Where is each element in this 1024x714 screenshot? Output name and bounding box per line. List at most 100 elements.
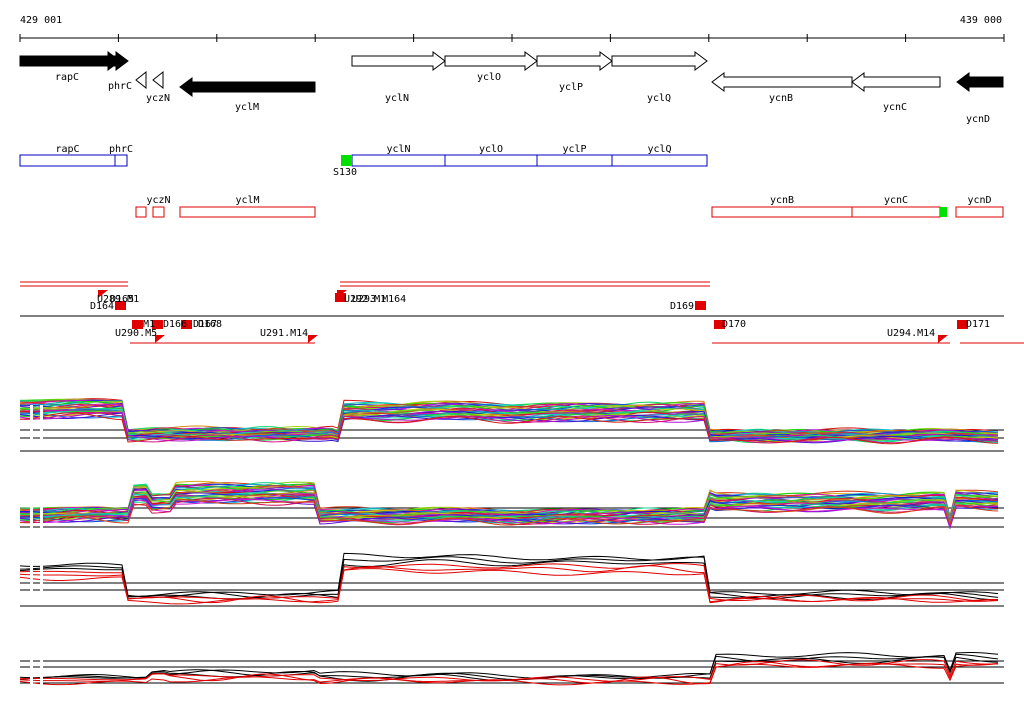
feature-mark bbox=[115, 301, 126, 310]
feature-flag bbox=[308, 335, 318, 343]
site-label: S130 bbox=[333, 167, 357, 178]
reverse-label: ycnD bbox=[967, 195, 991, 206]
panel-gap bbox=[40, 565, 43, 605]
gene-arrow bbox=[351, 51, 446, 71]
feature-label: U292.M1 bbox=[344, 294, 386, 305]
expression-trace bbox=[19, 411, 999, 443]
expression-trace bbox=[19, 652, 999, 679]
feature-mark bbox=[335, 293, 346, 302]
reverse-box bbox=[955, 206, 1004, 218]
gene-label: ycnC bbox=[883, 102, 907, 113]
reverse-label: ycnC bbox=[884, 195, 908, 206]
gene-label: rapC bbox=[55, 72, 79, 83]
forward-box bbox=[444, 154, 538, 167]
feature-label: U291.M14 bbox=[260, 328, 308, 339]
forward-label: yclN bbox=[386, 144, 410, 155]
forward-box bbox=[351, 154, 446, 167]
feature-label: D168 bbox=[198, 319, 222, 330]
panel-gap bbox=[40, 485, 43, 530]
expression-trace bbox=[19, 653, 999, 680]
feature-mark bbox=[152, 320, 163, 329]
gene-arrow bbox=[536, 51, 613, 71]
gene-label: phrC bbox=[108, 81, 132, 92]
gene-arrow bbox=[179, 77, 316, 97]
feature-label: U294.M14 bbox=[887, 328, 935, 339]
feature-label: D167 bbox=[193, 319, 217, 330]
reverse-label: yclM bbox=[235, 195, 259, 206]
reverse-label: ycnB bbox=[770, 195, 794, 206]
expression-trace bbox=[19, 412, 999, 445]
forward-box bbox=[536, 154, 613, 167]
gene-label: ycnB bbox=[769, 93, 793, 104]
gene-label: yczN bbox=[146, 93, 170, 104]
reverse-box bbox=[152, 206, 165, 218]
gene-arrow bbox=[152, 70, 164, 90]
forward-label: rapC bbox=[55, 144, 79, 155]
panel-gap bbox=[30, 485, 33, 530]
feature-mark bbox=[695, 301, 706, 310]
forward-label: yclP bbox=[562, 144, 586, 155]
feature-flag bbox=[337, 290, 347, 298]
feature-label: D171 bbox=[966, 319, 990, 330]
gene-label: yclN bbox=[385, 93, 409, 104]
panel-gap bbox=[30, 405, 33, 445]
reverse-box bbox=[179, 206, 316, 218]
axis-start: 429 001 bbox=[20, 15, 62, 26]
expression-trace bbox=[19, 499, 999, 526]
feature-flag bbox=[98, 290, 108, 298]
feature-flag bbox=[155, 335, 165, 343]
panel-gap bbox=[40, 660, 43, 690]
gene-label: yclM bbox=[235, 102, 259, 113]
forward-box bbox=[114, 154, 128, 167]
reverse-box bbox=[135, 206, 147, 218]
feature-label: D166 bbox=[163, 319, 187, 330]
gene-arrow bbox=[19, 51, 121, 71]
forward-box bbox=[19, 154, 116, 167]
expression-trace bbox=[19, 556, 999, 600]
site-box bbox=[341, 155, 351, 166]
gene-arrow bbox=[851, 72, 941, 92]
gene-label: yclP bbox=[559, 82, 583, 93]
site-box bbox=[940, 207, 947, 217]
panel-gap bbox=[30, 565, 33, 605]
gene-arrow bbox=[711, 72, 853, 92]
forward-label: yclO bbox=[479, 144, 503, 155]
feature-label: M1 bbox=[143, 319, 155, 330]
gene-arrow bbox=[444, 51, 538, 71]
feature-mark bbox=[181, 320, 192, 329]
feature-label: U293.M164 bbox=[352, 294, 406, 305]
expression-trace bbox=[19, 498, 999, 529]
forward-label: yclQ bbox=[647, 144, 671, 155]
feature-label: D164 bbox=[90, 301, 114, 312]
feature-label: D169 bbox=[670, 301, 694, 312]
feature-flag bbox=[938, 335, 948, 343]
expression-trace bbox=[19, 563, 999, 602]
forward-label: phrC bbox=[109, 144, 133, 155]
expression-trace bbox=[19, 489, 999, 524]
feature-label: D165 bbox=[110, 294, 134, 305]
forward-box bbox=[611, 154, 708, 167]
feature-label: D170 bbox=[722, 319, 746, 330]
gene-arrow bbox=[135, 70, 147, 90]
feature-mark bbox=[957, 320, 968, 329]
gene-arrow bbox=[956, 72, 1004, 92]
feature-mark bbox=[132, 320, 143, 329]
expression-trace bbox=[19, 662, 998, 686]
reverse-box bbox=[851, 206, 941, 218]
feature-mark bbox=[714, 320, 725, 329]
panel-gap bbox=[30, 660, 33, 690]
reverse-label: yczN bbox=[146, 195, 170, 206]
gene-arrow bbox=[611, 51, 708, 71]
feature-label: U289.M1 bbox=[97, 294, 139, 305]
reverse-box bbox=[711, 206, 853, 218]
expression-trace bbox=[19, 568, 998, 605]
gene-label: ycnD bbox=[966, 114, 990, 125]
axis-end: 439 000 bbox=[960, 15, 1002, 26]
gene-arrow bbox=[109, 51, 129, 71]
feature-label: U290.M5 bbox=[115, 328, 157, 339]
expression-trace bbox=[19, 559, 999, 601]
gene-label: yclQ bbox=[647, 93, 671, 104]
panel-gap bbox=[40, 405, 43, 445]
gene-label: yclO bbox=[477, 72, 501, 83]
